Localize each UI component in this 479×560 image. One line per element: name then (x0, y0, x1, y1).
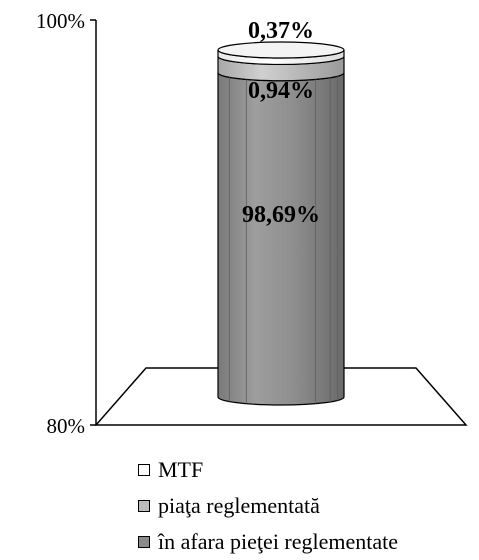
bar-top-cap (217, 41, 345, 59)
legend-item-regulated-market: piaţa reglementată (138, 488, 398, 524)
legend-swatch-mtf (138, 464, 150, 476)
bar-segment-outside-regulated-market (217, 72, 345, 406)
y-tick-label-80: 80% (47, 414, 86, 438)
data-label-mtf: 0,37% (248, 18, 314, 44)
legend-label-regulated-market: piaţa reglementată (158, 493, 320, 518)
legend-swatch-outside-regulated-market (138, 536, 150, 548)
legend-item-outside-regulated-market: în afara pieţei reglementate (138, 524, 398, 560)
stacked-bar (217, 41, 345, 406)
data-label-regulated-market: 0,94% (248, 78, 314, 104)
y-tick-label-100: 100% (36, 9, 85, 33)
legend-label-mtf: MTF (158, 457, 204, 482)
data-label-outside-regulated-market: 98,69% (242, 202, 320, 228)
chart: 100% 80% 98,69% 0,94% 0,37% (36, 9, 468, 438)
legend-swatch-regulated-market (138, 500, 150, 512)
legend: MTF piaţa reglementată în afara pieţei r… (138, 452, 398, 560)
legend-label-outside-regulated-market: în afara pieţei reglementate (158, 529, 399, 554)
bar-ridges (228, 76, 339, 404)
legend-item-mtf: MTF (138, 452, 398, 488)
